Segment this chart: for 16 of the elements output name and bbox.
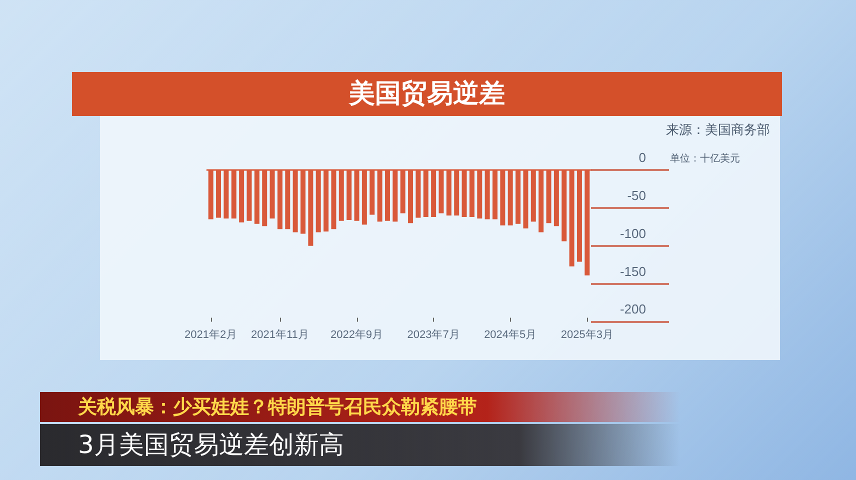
chart-title: 美国贸易逆差 [72,72,782,116]
source-note: 来源：美国商务部 [666,122,770,138]
text: 3月美国贸易逆差创新高 [40,424,680,466]
text: 单位：十亿美元 [670,152,740,164]
y-tick-label: -100 [620,226,646,241]
x-tick-label: 2023年7月 [407,329,460,342]
x-tick-label: 2021年11月 [251,329,309,342]
y-tick-label: -200 [620,302,646,317]
x-tick-label: 2021年2月 [184,329,238,342]
x-tick-label: 2025年3月 [560,329,614,342]
text: 关税风暴：少买娃娃？特朗普号召民众勒紧腰带 [40,392,680,422]
x-tick-label: 2024年5月 [484,329,537,342]
y-tick-label: -50 [627,188,646,203]
x-tick-label: 2022年9月 [330,329,384,342]
y-tick-label: -150 [620,264,646,279]
y-tick-label: 0 [638,150,646,165]
